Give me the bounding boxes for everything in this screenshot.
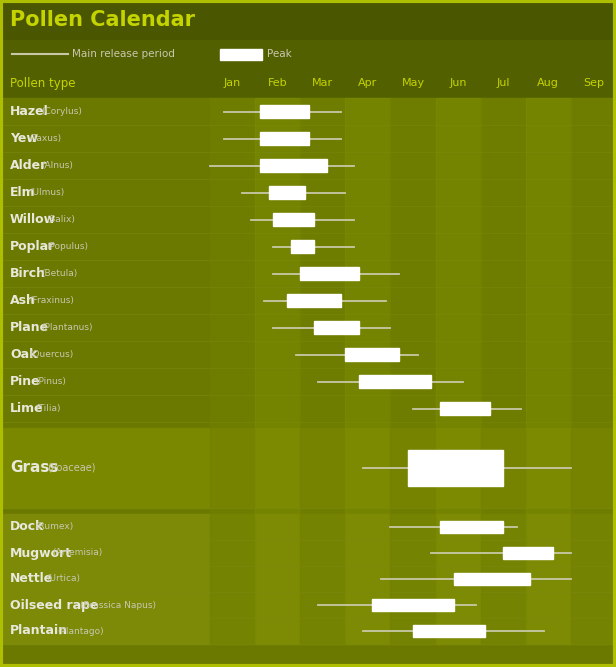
Bar: [286, 294, 341, 307]
Text: Dock: Dock: [10, 520, 44, 534]
Text: (Brassica Napus): (Brassica Napus): [80, 600, 156, 610]
Bar: [0, 68, 616, 98]
Text: Oilseed rape: Oilseed rape: [10, 598, 99, 612]
Text: Plantain: Plantain: [10, 624, 68, 638]
Bar: [259, 159, 327, 171]
Text: Birch: Birch: [10, 267, 46, 280]
Text: (Artemisia): (Artemisia): [52, 548, 102, 558]
Bar: [391, 98, 436, 644]
Text: Pollen type: Pollen type: [10, 77, 76, 89]
Bar: [314, 321, 359, 334]
Bar: [526, 98, 571, 644]
Text: (Tilia): (Tilia): [35, 404, 61, 413]
Bar: [269, 186, 305, 199]
Bar: [300, 98, 346, 644]
Bar: [440, 521, 503, 533]
Bar: [0, 514, 616, 644]
Bar: [480, 98, 526, 644]
Bar: [571, 98, 616, 644]
Bar: [408, 450, 503, 486]
Bar: [220, 49, 262, 59]
Text: (Taxus): (Taxus): [30, 134, 62, 143]
Text: (Ulmus): (Ulmus): [30, 188, 65, 197]
Text: Aug: Aug: [537, 78, 559, 88]
Text: (Alnus): (Alnus): [41, 161, 73, 170]
Text: Jun: Jun: [449, 78, 467, 88]
Text: (Urtica): (Urtica): [46, 574, 81, 584]
Text: May: May: [402, 78, 424, 88]
Text: (Quercus): (Quercus): [30, 350, 74, 359]
Text: (Populus): (Populus): [46, 242, 89, 251]
Text: (Betula): (Betula): [41, 269, 77, 278]
Bar: [0, 428, 616, 508]
Bar: [255, 98, 300, 644]
Text: Willow: Willow: [10, 213, 56, 226]
Text: (Pinus): (Pinus): [35, 377, 66, 386]
Text: Ash: Ash: [10, 294, 36, 307]
Text: Jul: Jul: [496, 78, 510, 88]
Bar: [0, 0, 616, 40]
Bar: [259, 132, 309, 145]
Bar: [273, 213, 314, 225]
Text: (Salix): (Salix): [46, 215, 75, 224]
Text: (Rumex): (Rumex): [35, 522, 73, 532]
Bar: [503, 547, 553, 559]
Bar: [346, 98, 391, 644]
Text: Oak: Oak: [10, 348, 38, 361]
Bar: [453, 573, 530, 585]
Text: Pollen Calendar: Pollen Calendar: [10, 10, 195, 30]
Text: Feb: Feb: [268, 78, 288, 88]
Bar: [0, 40, 616, 68]
Text: (Plantanus): (Plantanus): [41, 323, 92, 332]
Bar: [259, 105, 309, 117]
Bar: [373, 599, 453, 611]
Text: Poplar: Poplar: [10, 240, 55, 253]
Bar: [291, 240, 314, 253]
Bar: [440, 402, 490, 415]
Text: (Poaceae): (Poaceae): [47, 463, 95, 473]
Text: Main release period: Main release period: [72, 49, 175, 59]
Text: Nettle: Nettle: [10, 572, 53, 586]
Text: Sep: Sep: [583, 78, 604, 88]
Text: Mar: Mar: [312, 78, 333, 88]
Text: Pine: Pine: [10, 375, 41, 388]
Bar: [300, 267, 359, 279]
Text: Alder: Alder: [10, 159, 47, 172]
Bar: [346, 348, 399, 361]
Bar: [436, 98, 480, 644]
Bar: [0, 98, 616, 422]
Bar: [359, 376, 431, 388]
Text: Hazel: Hazel: [10, 105, 49, 118]
Text: Lime: Lime: [10, 402, 44, 415]
Text: (Corylus): (Corylus): [41, 107, 82, 116]
Text: (Plantago): (Plantago): [58, 626, 104, 636]
Text: Yew: Yew: [10, 132, 38, 145]
Text: Grass: Grass: [10, 460, 59, 476]
Text: Apr: Apr: [359, 78, 378, 88]
Text: Plane: Plane: [10, 321, 49, 334]
Text: (Fraxinus): (Fraxinus): [30, 296, 75, 305]
Bar: [210, 98, 255, 644]
Bar: [413, 625, 485, 637]
Text: Jan: Jan: [224, 78, 241, 88]
Text: Peak: Peak: [267, 49, 292, 59]
Text: Mugwort: Mugwort: [10, 546, 72, 560]
Text: Elm: Elm: [10, 186, 36, 199]
